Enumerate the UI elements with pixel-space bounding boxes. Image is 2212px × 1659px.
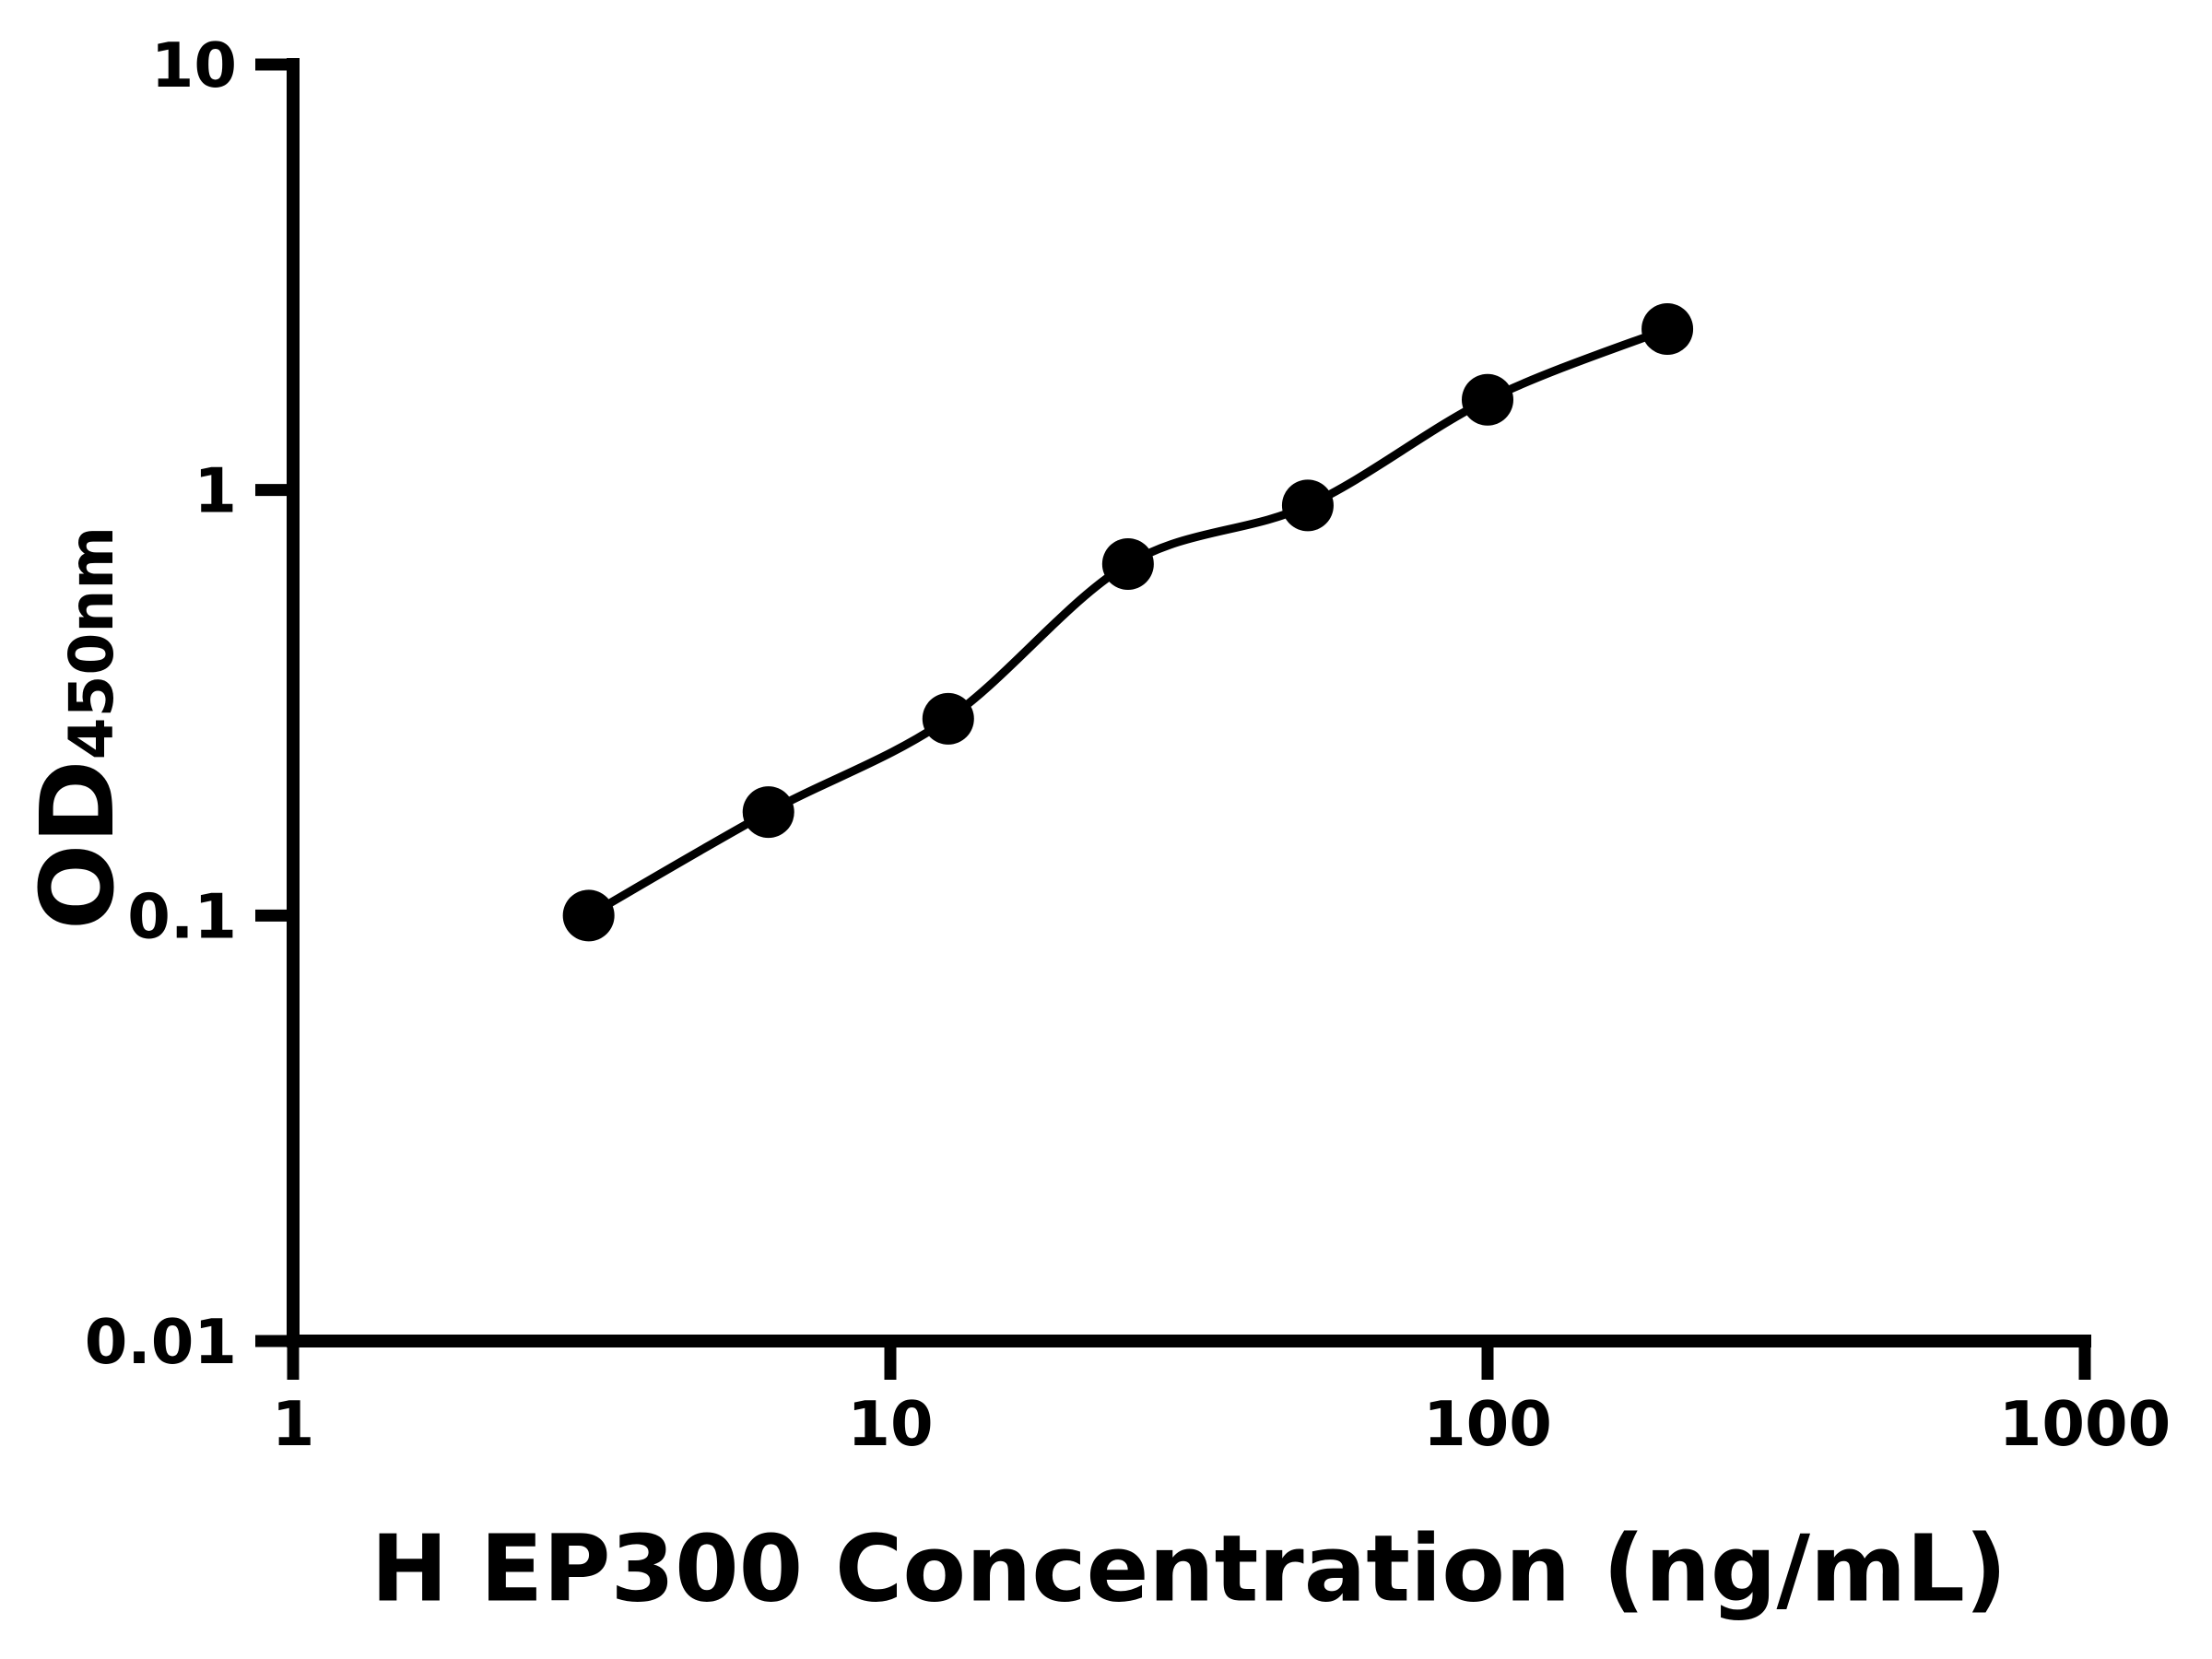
data-point xyxy=(1101,537,1154,590)
x-axis-title: H EP300 Concentration (ng/mL) xyxy=(371,1514,2007,1623)
x-axis-tick-label: 100 xyxy=(1423,1388,1552,1460)
data-point xyxy=(742,786,794,839)
y-axis-tick-label: 10 xyxy=(151,29,237,101)
y-axis-title-main: OD xyxy=(18,759,136,931)
y-axis-tick-label: 0.1 xyxy=(127,880,237,952)
data-point xyxy=(562,889,615,942)
data-point xyxy=(1462,373,1513,426)
x-axis-tick-label: 10 xyxy=(847,1388,933,1460)
y-axis-tick-label: 0.01 xyxy=(85,1306,237,1378)
x-axis-tick-label: 1000 xyxy=(1999,1388,2171,1460)
y-axis-title-subscript: 450nm xyxy=(56,525,127,760)
x-axis-tick-label: 1 xyxy=(272,1388,315,1460)
data-point xyxy=(1281,479,1334,532)
y-axis-title: OD450nm xyxy=(18,526,136,930)
data-point xyxy=(922,692,974,745)
data-point xyxy=(1641,302,1694,355)
y-axis-tick-label: 1 xyxy=(194,455,237,527)
